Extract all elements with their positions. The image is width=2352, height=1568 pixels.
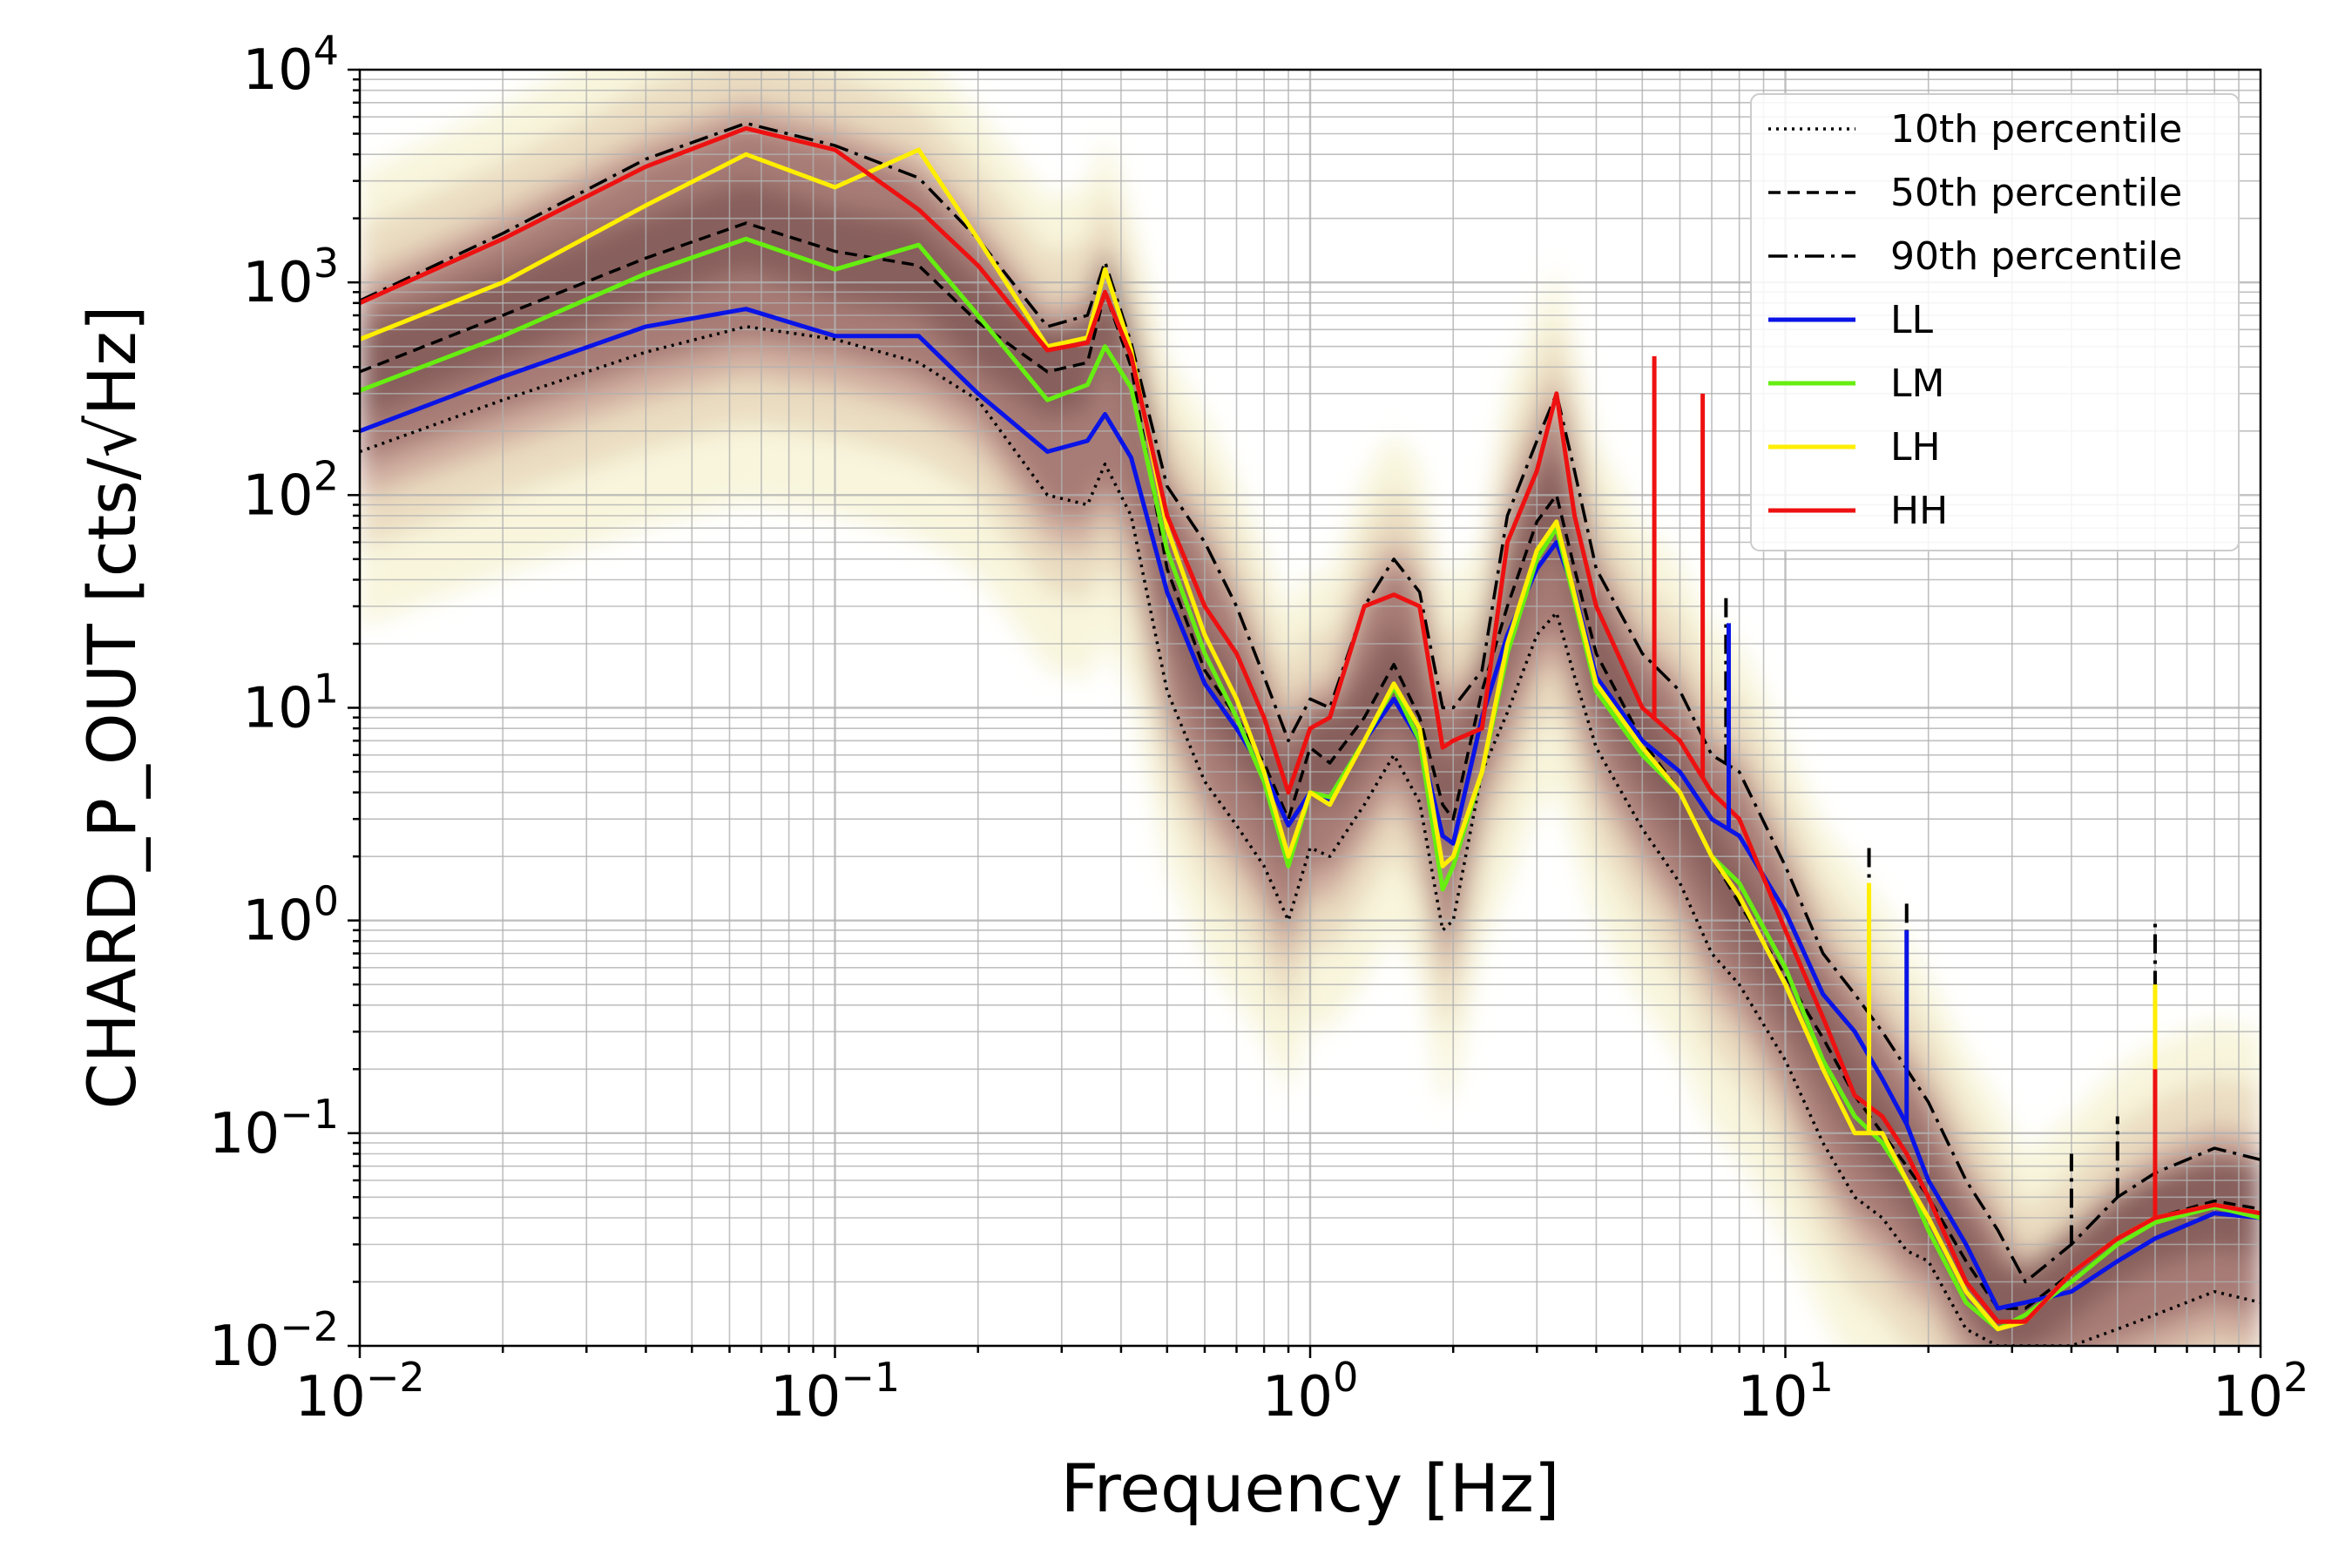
x-axis-label: Frequency [Hz] (1060, 1450, 1559, 1527)
series-50th-percentile (360, 221, 2261, 1310)
legend-item-lh: LH (1768, 425, 1941, 470)
y-tick-label: 10−2 (209, 1303, 339, 1379)
series-lh (360, 147, 2261, 1332)
legend-item-10th-percentile: 10th percentile (1768, 107, 2182, 152)
series-hh (360, 125, 2261, 1324)
legend-label: LM (1890, 362, 1944, 406)
x-tick-label: 10−2 (294, 1354, 424, 1429)
x-tick-label: 101 (1737, 1354, 1834, 1429)
series-90th-percentile (360, 121, 2261, 1284)
y-tick-label: 101 (242, 666, 339, 741)
legend-item-hh: HH (1768, 489, 1948, 533)
legend-label: 50th percentile (1890, 171, 2182, 215)
y-tick-label: 103 (242, 240, 339, 315)
legend-label: LL (1890, 298, 1934, 342)
legend-item-90th-percentile: 90th percentile (1768, 234, 2182, 279)
legend-label: HH (1890, 489, 1948, 533)
tick-labels: 10−2 10−1 100 101 102 10−2 10−1 100 101 102 103 104 (209, 27, 2309, 1429)
legend-item-ll: LL (1768, 298, 1934, 342)
y-tick-label: 10−1 (209, 1091, 339, 1166)
legend: 10th percentile 50th percentile 90th perce… (1750, 93, 2240, 551)
y-tick-label: 100 (242, 878, 339, 954)
legend-item-50th-percentile: 50th percentile (1768, 171, 2182, 215)
legend-label: 10th percentile (1890, 107, 2182, 152)
x-tick-label: 100 (1262, 1354, 1359, 1429)
y-tick-label: 102 (242, 452, 339, 528)
legend-item-lm: LM (1768, 362, 1944, 406)
axis-ticks (348, 68, 2262, 1358)
y-tick-label: 104 (242, 27, 339, 103)
legend-label: LH (1890, 425, 1941, 470)
y-axis-label: CHARD_P_OUT [cts/√Hz] (73, 306, 151, 1110)
legend-box (1750, 93, 2240, 551)
x-tick-label: 10−1 (770, 1354, 900, 1429)
series-layer (360, 121, 2261, 1346)
x-tick-label: 102 (2213, 1354, 2309, 1429)
legend-label: 90th percentile (1890, 234, 2182, 279)
